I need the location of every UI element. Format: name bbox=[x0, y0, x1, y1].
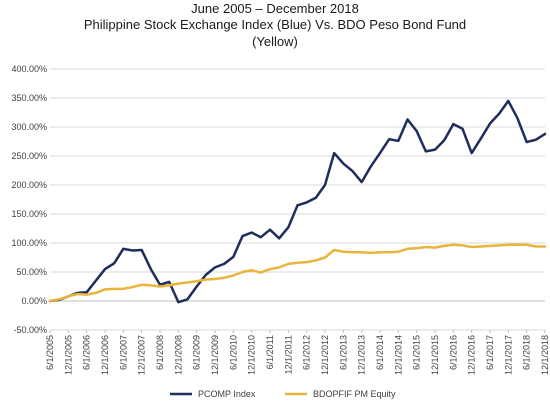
x-tick-label: 6/1/2008 bbox=[155, 335, 165, 370]
x-tick-label: 6/1/2016 bbox=[448, 335, 458, 370]
x-tick-label: 12/1/2006 bbox=[100, 335, 110, 375]
x-tick-label: 6/1/2006 bbox=[82, 335, 92, 370]
y-tick-label: -50.00% bbox=[13, 325, 47, 335]
x-tick-label: 6/1/2017 bbox=[485, 335, 495, 370]
y-tick-label: 100.00% bbox=[11, 238, 47, 248]
y-tick-label: 150.00% bbox=[11, 209, 47, 219]
chart-title-line-3: (Yellow) bbox=[252, 34, 298, 49]
x-tick-label: 6/1/2007 bbox=[118, 335, 128, 370]
chart-title-line-2: Philippine Stock Exchange Index (Blue) V… bbox=[83, 17, 467, 32]
x-tick-label: 12/1/2009 bbox=[210, 335, 220, 375]
x-tick-label: 12/1/2015 bbox=[430, 335, 440, 375]
series-line-pcomp-index bbox=[48, 99, 547, 304]
x-tick-label: 12/1/2008 bbox=[173, 335, 183, 375]
x-tick-label: 12/1/2011 bbox=[283, 335, 293, 374]
x-tick-label: 12/1/2017 bbox=[503, 335, 513, 375]
x-tick-label: 6/1/2012 bbox=[302, 335, 312, 370]
legend-label: PCOMP Index bbox=[198, 389, 256, 399]
x-tick-label: 12/1/2016 bbox=[467, 335, 477, 375]
chart-title-line-1: June 2005 – December 2018 bbox=[191, 1, 359, 16]
y-tick-label: 350.00% bbox=[11, 93, 47, 103]
x-tick-label: 6/1/2013 bbox=[338, 335, 348, 370]
y-tick-label: 200.00% bbox=[11, 180, 47, 190]
x-tick-label: 6/1/2005 bbox=[45, 335, 55, 370]
x-tick-label: 12/1/2005 bbox=[63, 335, 73, 375]
x-tick-label: 12/1/2012 bbox=[320, 335, 330, 375]
x-tick-label: 12/1/2014 bbox=[393, 335, 403, 375]
legend-label: BDOPFIF PM Equity bbox=[313, 389, 396, 399]
x-tick-label: 6/1/2015 bbox=[412, 335, 422, 370]
y-tick-label: 0.00% bbox=[21, 296, 47, 306]
x-tick-label: 12/1/2010 bbox=[247, 335, 257, 375]
series-line-bdopfif-pm-equity bbox=[48, 243, 547, 303]
y-tick-label: 250.00% bbox=[11, 151, 47, 161]
x-tick-label: 6/1/2009 bbox=[192, 335, 202, 370]
y-tick-label: 300.00% bbox=[11, 122, 47, 132]
x-tick-label: 12/1/2013 bbox=[357, 335, 367, 375]
y-tick-label: 50.00% bbox=[16, 267, 47, 277]
y-tick-label: 400.00% bbox=[11, 64, 47, 74]
x-tick-label: 12/1/2018 bbox=[540, 335, 550, 375]
x-tick-label: 12/1/2007 bbox=[137, 335, 147, 375]
x-tick-label: 6/1/2014 bbox=[375, 335, 385, 370]
x-tick-label: 6/1/2010 bbox=[228, 335, 238, 370]
x-tick-label: 6/1/2018 bbox=[522, 335, 532, 370]
x-tick-label: 6/1/2011 bbox=[265, 335, 275, 369]
